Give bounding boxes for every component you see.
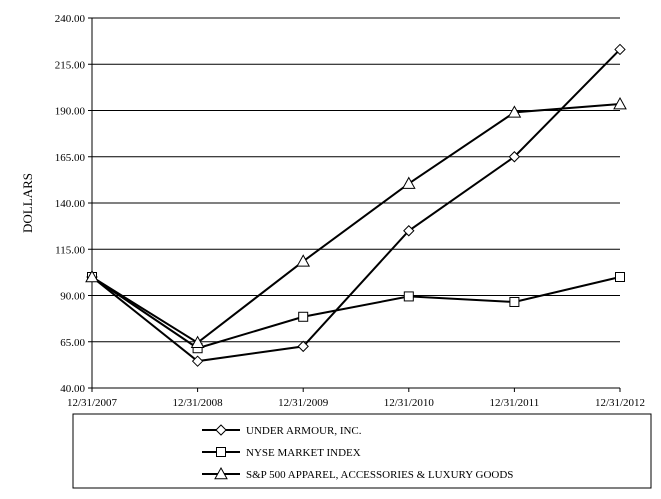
- x-tick-label: 12/31/2010: [384, 397, 435, 409]
- legend-marker-triangle: [214, 466, 228, 480]
- series-lines: [85, 43, 627, 367]
- series-line-1: [91, 276, 621, 350]
- data-point-triangle: [507, 105, 522, 118]
- data-point-triangle: [85, 269, 99, 283]
- legend-label: UNDER ARMOUR, INC.: [246, 425, 362, 437]
- y-tick-label: 190.00: [55, 106, 86, 118]
- data-point-diamond: [508, 151, 521, 163]
- data-point-square: [403, 291, 414, 302]
- y-tick-label: 140.00: [55, 198, 86, 210]
- legend-box: [72, 413, 652, 489]
- data-point-triangle: [401, 176, 416, 189]
- data-point-square: [509, 296, 520, 307]
- legend-label: S&P 500 APPAREL, ACCESSORIES & LUXURY GO…: [246, 469, 513, 481]
- y-tick-labels: 40.00 65.00 90.00 115.00 140.00 165.00 190.00 2…: [55, 13, 86, 395]
- y-tick-label: 215.00: [55, 59, 86, 71]
- y-tick-label: 40.00: [60, 383, 85, 395]
- x-tick-label: 12/31/2008: [173, 397, 224, 409]
- x-tick-label: 12/31/2007: [67, 397, 118, 409]
- axes: [91, 18, 620, 389]
- gridlines: [88, 17, 620, 389]
- data-point-diamond: [614, 43, 626, 56]
- data-point-diamond: [403, 225, 415, 237]
- legend-marker-square: [216, 447, 226, 457]
- y-tick-label: 240.00: [55, 13, 86, 25]
- x-tick-label: 12/31/2012: [595, 397, 645, 409]
- y-tick-label: 65.00: [60, 337, 85, 349]
- legend-label: NYSE MARKET INDEX: [246, 447, 361, 459]
- x-tick-labels: 12/31/2007 12/31/2008 12/31/2009 12/31/2010…: [67, 388, 645, 409]
- legend: UNDER ARMOUR, INC. NYSE MARKET INDEX S&P 5…: [72, 413, 652, 489]
- data-point-diamond: [297, 340, 309, 353]
- y-axis-label: DOLLARS: [20, 173, 35, 233]
- data-point-diamond: [191, 355, 204, 367]
- data-point-triangle: [190, 335, 205, 348]
- x-tick-label: 12/31/2009: [278, 397, 329, 409]
- data-point-square: [615, 272, 625, 282]
- data-point-square: [298, 311, 309, 322]
- y-tick-label: 115.00: [55, 244, 85, 256]
- y-tick-label: 90.00: [60, 291, 85, 303]
- y-tick-label: 165.00: [55, 152, 86, 164]
- data-point-triangle: [296, 254, 311, 267]
- legend-marker-diamond: [215, 424, 227, 436]
- data-point-triangle: [613, 96, 627, 110]
- series-line-2: [91, 103, 621, 344]
- series-line-0: [91, 48, 621, 363]
- x-tick-label: 12/31/2011: [490, 397, 540, 409]
